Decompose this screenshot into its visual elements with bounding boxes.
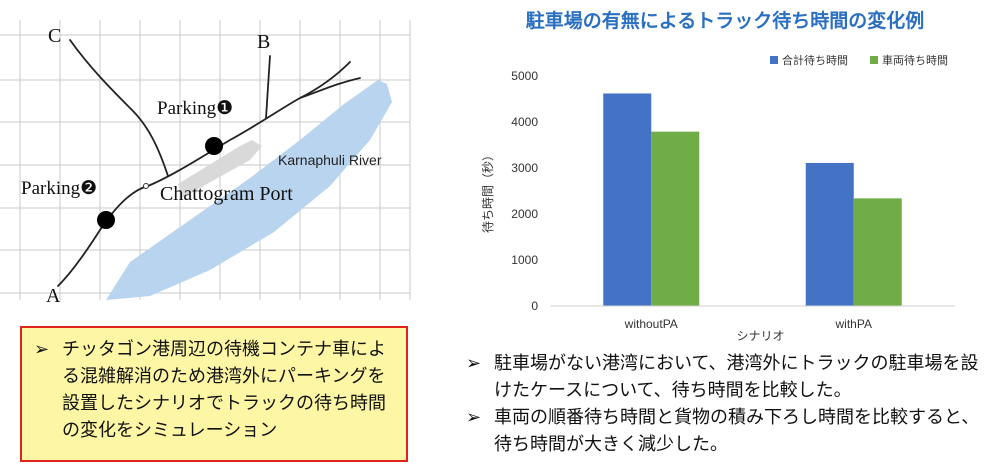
bar-chart: 合計待ち時間 車両待ち時間 0 1000 2000 3000 4000 5000 witho… (481, 53, 955, 343)
port-map: C B A Parking❶ Parking❷ Chattogram Port … (0, 20, 411, 307)
map-label-port: Chattogram Port (160, 183, 293, 205)
y-axis-ticks: 0 1000 2000 3000 4000 5000 (511, 69, 538, 313)
map-label-parking1: Parking❶ (157, 98, 233, 119)
bar-vehicle-withoutPA (651, 131, 700, 306)
chart-legend: 合計待ち時間 車両待ち時間 (770, 53, 948, 67)
legend-swatch (770, 56, 778, 64)
chart-title: 駐車場の有無によるトラック待ち時間の変化例 (525, 10, 925, 32)
summary-text: 車両の順番待ち時間と貨物の積み下ろし時間を比較すると、待ち時間が大きく減少した。 (494, 407, 980, 455)
map-label-river: Karnaphuli River (278, 152, 382, 168)
legend-label: 合計待ち時間 (782, 53, 848, 67)
y-tick-label: 2000 (511, 207, 538, 221)
summary-item: ➢ 駐車場がない港湾において、港湾外にトラックの駐車場を設けたケースについて、待… (466, 350, 996, 404)
summary-bullet-icon: ➢ (466, 353, 482, 374)
chart-bars (603, 93, 902, 306)
road-network (57, 39, 361, 287)
map-label-parking2: Parking❷ (21, 178, 97, 199)
x-tick-label: withPA (835, 317, 872, 331)
map-label-b: B (257, 31, 270, 53)
y-tick-label: 5000 (511, 69, 538, 83)
map-label-c: C (48, 25, 61, 47)
x-axis-ticks: withoutPA withPA (624, 317, 872, 331)
legend-label: 車両待ち時間 (882, 53, 948, 67)
summary-bullet-icon: ➢ (466, 407, 482, 428)
y-tick-label: 0 (531, 299, 538, 313)
port-gate-dot (143, 183, 149, 189)
y-tick-label: 4000 (511, 115, 538, 129)
bar-total-withoutPA (603, 93, 652, 306)
x-axis-label: シナリオ (736, 329, 784, 343)
x-tick-label: withoutPA (624, 317, 678, 331)
summary-item: ➢ 車両の順番待ち時間と貨物の積み下ろし時間を比較すると、待ち時間が大きく減少し… (466, 404, 996, 458)
y-tick-label: 1000 (511, 253, 538, 267)
port-block (178, 140, 262, 198)
parking2-dot[interactable] (97, 211, 115, 229)
y-tick-label: 3000 (511, 161, 538, 175)
bar-total-withPA (805, 162, 854, 306)
bar-vehicle-withPA (853, 198, 902, 306)
river-area (106, 80, 392, 300)
summary-list: ➢ 駐車場がない港湾において、港湾外にトラックの駐車場を設けたケースについて、待… (466, 350, 996, 458)
note-text: チッタゴン港周辺の待機コンテナ車による混雑解消のため港湾外にパーキングを設置した… (62, 339, 386, 441)
map-label-a: A (46, 285, 61, 307)
note-box: ➢ チッタゴン港周辺の待機コンテナ車による混雑解消のため港湾外にパーキングを設置… (20, 326, 408, 462)
y-axis-label: 待ち時間（秒） (481, 149, 495, 233)
summary-text: 駐車場がない港湾において、港湾外にトラックの駐車場を設けたケースについて、待ち時… (494, 353, 979, 401)
legend-swatch (870, 56, 878, 64)
note-bullet-icon: ➢ (34, 339, 50, 360)
parking1-dot[interactable] (205, 137, 223, 155)
